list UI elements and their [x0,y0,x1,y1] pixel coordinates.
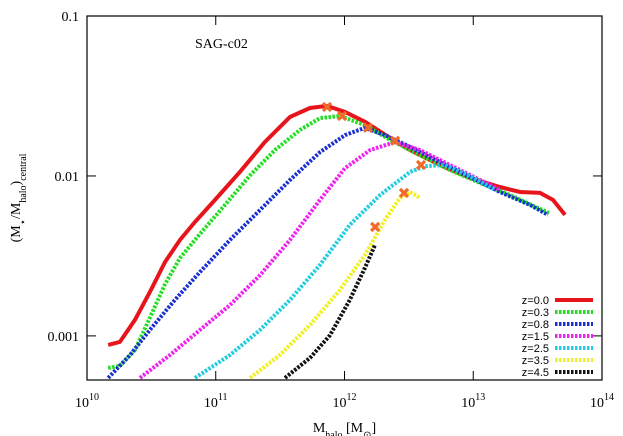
series-line [138,139,501,380]
x-axis-label-part: [M [342,421,363,436]
x-tick-label: 1010 [75,392,99,411]
x-tick-exponent: 11 [218,392,228,403]
x-tick-label: 1013 [461,392,485,411]
x-axis-label-part: M [313,421,326,436]
annotation: SAG-c02 [195,37,248,52]
y-axis-label: (M⋆/Mhalo)central [9,153,29,242]
series-line [248,189,422,380]
x-tick-exponent: 14 [604,392,614,403]
series-line [283,243,377,380]
x-axis-label-part: ] [372,421,377,436]
x-tick-label: 1014 [590,392,614,411]
peak-marker [415,159,427,171]
legend-label: z=1.5 [522,331,549,343]
series-line [106,125,549,380]
x-axis-label-part: halo [325,430,342,436]
x-tick-label: 1011 [204,392,228,411]
legend-label: z=0.8 [522,319,549,331]
x-axis-label: Mhalo [M⊙] [313,421,376,436]
peak-marker [336,110,348,122]
y-axis-label-part: /M [9,202,24,219]
plot-area [106,103,567,380]
legend-label: z=3.5 [522,355,549,367]
x-tick-base: 10 [590,396,604,411]
x-tick-base: 10 [75,396,89,411]
x-tick-base: 10 [461,396,475,411]
peak-marker [389,135,401,146]
x-tick-base: 10 [333,396,347,411]
series-line [107,113,550,370]
y-tick-label: 0.01 [55,170,80,185]
x-tick-exponent: 12 [347,392,357,403]
y-axis-label-part: ⋆ [18,219,29,225]
x-tick-base: 10 [204,396,218,411]
x-axis-label-part: ⊙ [363,430,371,436]
series-line [193,162,497,380]
x-tick-label: 1012 [333,392,357,411]
series-line [107,103,567,347]
x-tick-exponent: 10 [89,392,99,403]
y-axis-label-part: central [18,153,29,180]
legend-label: z=4.5 [522,367,549,379]
legend-label: z=0.3 [522,307,549,319]
y-axis-label-part: halo [18,185,29,202]
y-axis-label-part: ) [9,180,24,185]
y-axis-label-part: (M [9,225,24,243]
y-tick-label: 0.001 [48,330,80,345]
legend-label: z=0.0 [522,295,549,307]
x-tick-exponent: 13 [475,392,485,403]
peak-marker [362,122,374,133]
y-tick-label: 0.1 [62,10,80,25]
legend-label: z=2.5 [522,343,549,355]
peak-marker [398,187,410,199]
peak-marker [370,221,381,233]
peak-marker [321,101,333,113]
